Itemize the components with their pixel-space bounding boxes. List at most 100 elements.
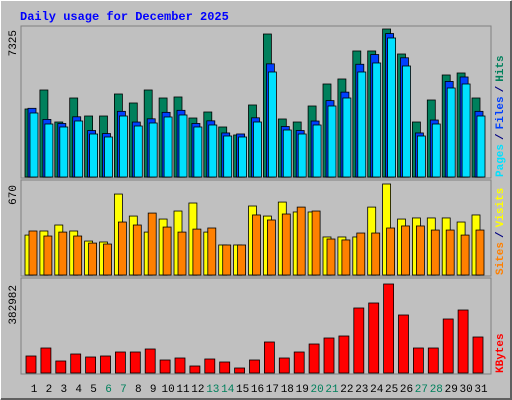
x-tick-label: 5 <box>90 384 97 396</box>
bar <box>118 221 127 276</box>
bar <box>338 335 350 374</box>
panels <box>20 25 492 375</box>
x-tick-label: 20 <box>310 384 323 396</box>
x-tick-label: 31 <box>474 384 488 396</box>
bar <box>162 226 172 276</box>
bar <box>238 136 248 178</box>
legend-separator: / <box>495 231 507 238</box>
bar <box>178 114 188 178</box>
bar <box>193 126 203 178</box>
x-tick-label: 15 <box>236 384 249 396</box>
x-tick-label: 14 <box>221 384 235 396</box>
x-tick-label: 2 <box>46 384 53 396</box>
bar <box>416 135 426 178</box>
bar <box>356 232 366 276</box>
bar <box>25 355 37 374</box>
bar <box>282 129 292 178</box>
bar <box>266 219 276 276</box>
bar <box>119 115 128 178</box>
bar <box>204 358 216 374</box>
bar <box>85 356 96 374</box>
x-tick-label: 1 <box>31 384 38 396</box>
panel <box>20 277 492 375</box>
x-tick-label: 7 <box>120 384 127 396</box>
bar <box>189 365 201 374</box>
bar <box>323 337 335 374</box>
bar <box>148 122 158 178</box>
bar <box>59 126 69 178</box>
bar <box>327 105 337 178</box>
bar <box>43 235 53 276</box>
bar <box>192 228 202 276</box>
bar <box>28 230 38 276</box>
legend-entry: Visits <box>495 188 507 228</box>
bar <box>159 359 171 374</box>
bar <box>475 229 485 276</box>
bar <box>177 231 187 276</box>
bar <box>222 244 232 276</box>
x-tick-label: 18 <box>281 384 294 396</box>
x-tick-label: 10 <box>161 384 174 396</box>
x-tick-label: 30 <box>459 384 472 396</box>
bar <box>144 348 156 374</box>
bar <box>133 125 143 178</box>
x-tick-label: 28 <box>430 384 443 396</box>
bar <box>115 351 126 374</box>
x-tick-label: 24 <box>370 384 384 396</box>
bar <box>312 124 322 178</box>
bar <box>132 224 142 276</box>
bar <box>252 214 261 276</box>
x-tick-label: 4 <box>75 384 82 396</box>
bar <box>431 123 441 178</box>
bar <box>357 71 367 178</box>
bar <box>147 212 157 276</box>
bar <box>308 343 320 374</box>
bar <box>73 235 83 276</box>
bar <box>472 336 484 374</box>
legend-entry: Sites <box>495 242 507 275</box>
bar <box>129 351 141 374</box>
bar <box>476 115 486 178</box>
x-tick-label: 26 <box>400 384 413 396</box>
bar <box>163 116 173 178</box>
x-tick-label: 13 <box>206 384 219 396</box>
bar <box>104 136 113 178</box>
legend-entry: Files <box>495 96 507 129</box>
x-tick-label: 19 <box>296 384 309 396</box>
bar <box>263 341 275 374</box>
x-tick-label: 11 <box>176 384 190 396</box>
bar <box>326 238 336 276</box>
legend-separator: / <box>495 133 507 140</box>
bar <box>70 353 82 374</box>
bar <box>223 135 233 178</box>
bar <box>234 367 246 374</box>
x-tick-label: 17 <box>266 384 279 396</box>
bar <box>267 71 277 178</box>
bar <box>457 309 469 374</box>
x-tick-label: 9 <box>150 384 157 396</box>
bar <box>368 302 380 374</box>
legend-entry: KBytes <box>495 333 507 373</box>
bar <box>40 347 52 374</box>
bar <box>278 357 290 374</box>
x-tick-label: 12 <box>191 384 204 396</box>
x-tick-label: 25 <box>385 384 398 396</box>
x-tick-label: 27 <box>415 384 428 396</box>
bar <box>55 360 67 374</box>
x-tick-label: 21 <box>325 384 339 396</box>
bar <box>461 83 471 178</box>
legend-entry: Pages <box>495 144 507 177</box>
bar <box>293 351 305 374</box>
bar <box>103 243 112 276</box>
bar <box>402 65 411 178</box>
x-tick-label: 22 <box>340 384 353 396</box>
bar <box>445 229 455 276</box>
x-tick-label: 16 <box>251 384 264 396</box>
bar <box>311 210 321 276</box>
legend-separator: / <box>495 85 507 92</box>
bar <box>353 307 365 374</box>
bar <box>371 232 381 276</box>
bar <box>219 361 231 374</box>
